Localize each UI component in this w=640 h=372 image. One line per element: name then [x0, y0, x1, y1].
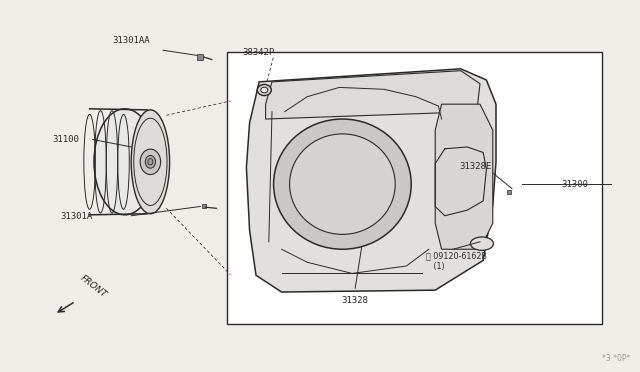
Polygon shape	[435, 104, 493, 249]
Ellipse shape	[145, 155, 156, 168]
Bar	[227, 52, 602, 324]
Ellipse shape	[274, 119, 412, 249]
Ellipse shape	[94, 109, 156, 215]
Ellipse shape	[131, 110, 170, 214]
Text: 31328: 31328	[342, 296, 369, 305]
Ellipse shape	[140, 149, 161, 174]
Text: 31301AA: 31301AA	[112, 36, 150, 45]
Ellipse shape	[290, 134, 396, 234]
Text: *3 *0P*: *3 *0P*	[602, 354, 630, 363]
Text: 38342P: 38342P	[242, 48, 274, 57]
Circle shape	[470, 237, 493, 250]
Text: FRONT: FRONT	[78, 273, 108, 299]
Text: 31328E: 31328E	[460, 162, 492, 171]
Ellipse shape	[148, 158, 153, 165]
Text: 31100: 31100	[52, 135, 79, 144]
Polygon shape	[246, 69, 496, 292]
Ellipse shape	[261, 87, 268, 93]
Text: Ⓑ 09120-6162B
   (1): Ⓑ 09120-6162B (1)	[426, 251, 487, 270]
Ellipse shape	[257, 84, 271, 96]
Polygon shape	[266, 71, 480, 119]
Text: 31300: 31300	[561, 180, 588, 189]
Text: 31301A: 31301A	[61, 212, 93, 221]
